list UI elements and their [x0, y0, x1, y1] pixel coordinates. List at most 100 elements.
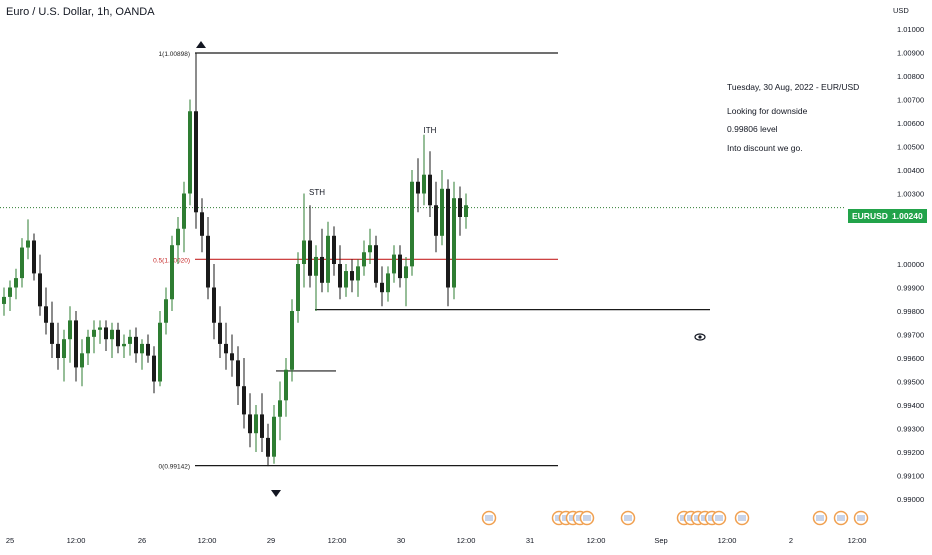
candle-body [218, 322, 222, 344]
candle-body [158, 322, 162, 382]
candle-body [68, 320, 72, 340]
candle-body [398, 254, 402, 279]
candle-body [2, 296, 6, 304]
y-tick-label: 0.99400 [897, 401, 924, 410]
event-flag-stripes [816, 515, 824, 521]
x-tick-label: 12:00 [587, 536, 606, 545]
y-tick-label: 1.00700 [897, 96, 924, 105]
y-tick-label: 0.99800 [897, 307, 924, 316]
y-tick-label: 0.99300 [897, 425, 924, 434]
x-tick-label: 12:00 [457, 536, 476, 545]
x-tick-label: 31 [526, 536, 534, 545]
candle-body [392, 254, 396, 274]
candle-body [404, 266, 408, 279]
triangle-down-icon [271, 490, 281, 497]
candle-body [98, 327, 102, 330]
y-tick-label: 1.00000 [897, 260, 924, 269]
candle-body [428, 174, 432, 206]
candle-body [212, 287, 216, 323]
y-tick-label: 0.99600 [897, 354, 924, 363]
candle-body [86, 336, 90, 354]
candle-body [332, 235, 336, 264]
x-tick-label: 30 [397, 536, 405, 545]
sth-label: STH [309, 188, 325, 197]
event-flag-stripes [738, 515, 746, 521]
candle-body [440, 188, 444, 236]
y-tick-label: 1.00600 [897, 119, 924, 128]
candle-body [224, 343, 228, 354]
x-tick-label: 12:00 [718, 536, 737, 545]
y-tick-label: 0.99000 [897, 495, 924, 504]
candle-body [188, 111, 192, 194]
note-line-2: 0.99806 level [727, 124, 778, 134]
y-tick-label: 1.00500 [897, 143, 924, 152]
y-tick-label: 1.01000 [897, 25, 924, 34]
candle-body [314, 256, 318, 276]
candle-body [74, 320, 78, 368]
candle-body [434, 205, 438, 236]
x-tick-label: 2 [789, 536, 793, 545]
candle-body [380, 282, 384, 293]
last-price-tag: 1.00240 [888, 209, 927, 223]
candle-body [128, 336, 132, 344]
candle-body [8, 287, 12, 297]
note-date: Tuesday, 30 Aug, 2022 - EUR/USD [727, 82, 860, 92]
candle-body [308, 240, 312, 276]
x-tick-label: 12:00 [67, 536, 86, 545]
y-tick-label: 1.00800 [897, 72, 924, 81]
x-tick-label: 26 [138, 536, 146, 545]
candle-body [242, 386, 246, 415]
candle-body [152, 355, 156, 382]
candle-body [200, 212, 204, 236]
candle-body [446, 188, 450, 288]
candle-body [116, 329, 120, 347]
candle-body [464, 205, 468, 217]
candle-body [194, 111, 198, 213]
candle-body [296, 264, 300, 311]
candle-body [14, 278, 18, 288]
candle-body [266, 437, 270, 457]
event-flag-stripes [583, 515, 591, 521]
y-tick-label: 0.99900 [897, 284, 924, 293]
y-tick-label: 1.00900 [897, 49, 924, 58]
candle-body [20, 247, 24, 279]
candle-body [134, 336, 138, 354]
candle-body [254, 414, 258, 434]
y-tick-label: 0.99700 [897, 331, 924, 340]
candle-body [248, 414, 252, 434]
y-tick-label: 0.99100 [897, 472, 924, 481]
symbol-title: Euro / U.S. Dollar, 1h, OANDA [6, 6, 155, 18]
candle-body [170, 245, 174, 300]
candle-body [326, 235, 330, 283]
event-flag-stripes [715, 515, 723, 521]
eye-pupil [698, 335, 702, 339]
candle-body [458, 198, 462, 217]
triangle-up-icon [196, 41, 206, 48]
candle-body [350, 271, 354, 281]
candle-body [284, 369, 288, 401]
event-flag-stripes [624, 515, 632, 521]
candle-body [368, 245, 372, 253]
candle-body [386, 273, 390, 293]
note-line-3: Into discount we go. [727, 143, 803, 153]
x-tick-label: 12:00 [328, 536, 347, 545]
candle-body [272, 416, 276, 457]
candle-body [110, 329, 114, 340]
candle-body [290, 311, 294, 370]
eye-icon [694, 333, 706, 341]
y-tick-label: 0.99500 [897, 378, 924, 387]
candle-body [236, 360, 240, 387]
y-tick-label: 0.99200 [897, 448, 924, 457]
candle-body [362, 252, 366, 267]
candle-body [422, 174, 426, 194]
candle-body [410, 181, 414, 267]
candle-body [140, 343, 144, 354]
candle-body [338, 264, 342, 288]
candle-body [344, 271, 348, 288]
candle-body [320, 256, 324, 283]
fib-level-bottom-label: 0(0.99142) [159, 464, 190, 471]
candle-body [92, 329, 96, 337]
event-flag-stripes [485, 515, 493, 521]
